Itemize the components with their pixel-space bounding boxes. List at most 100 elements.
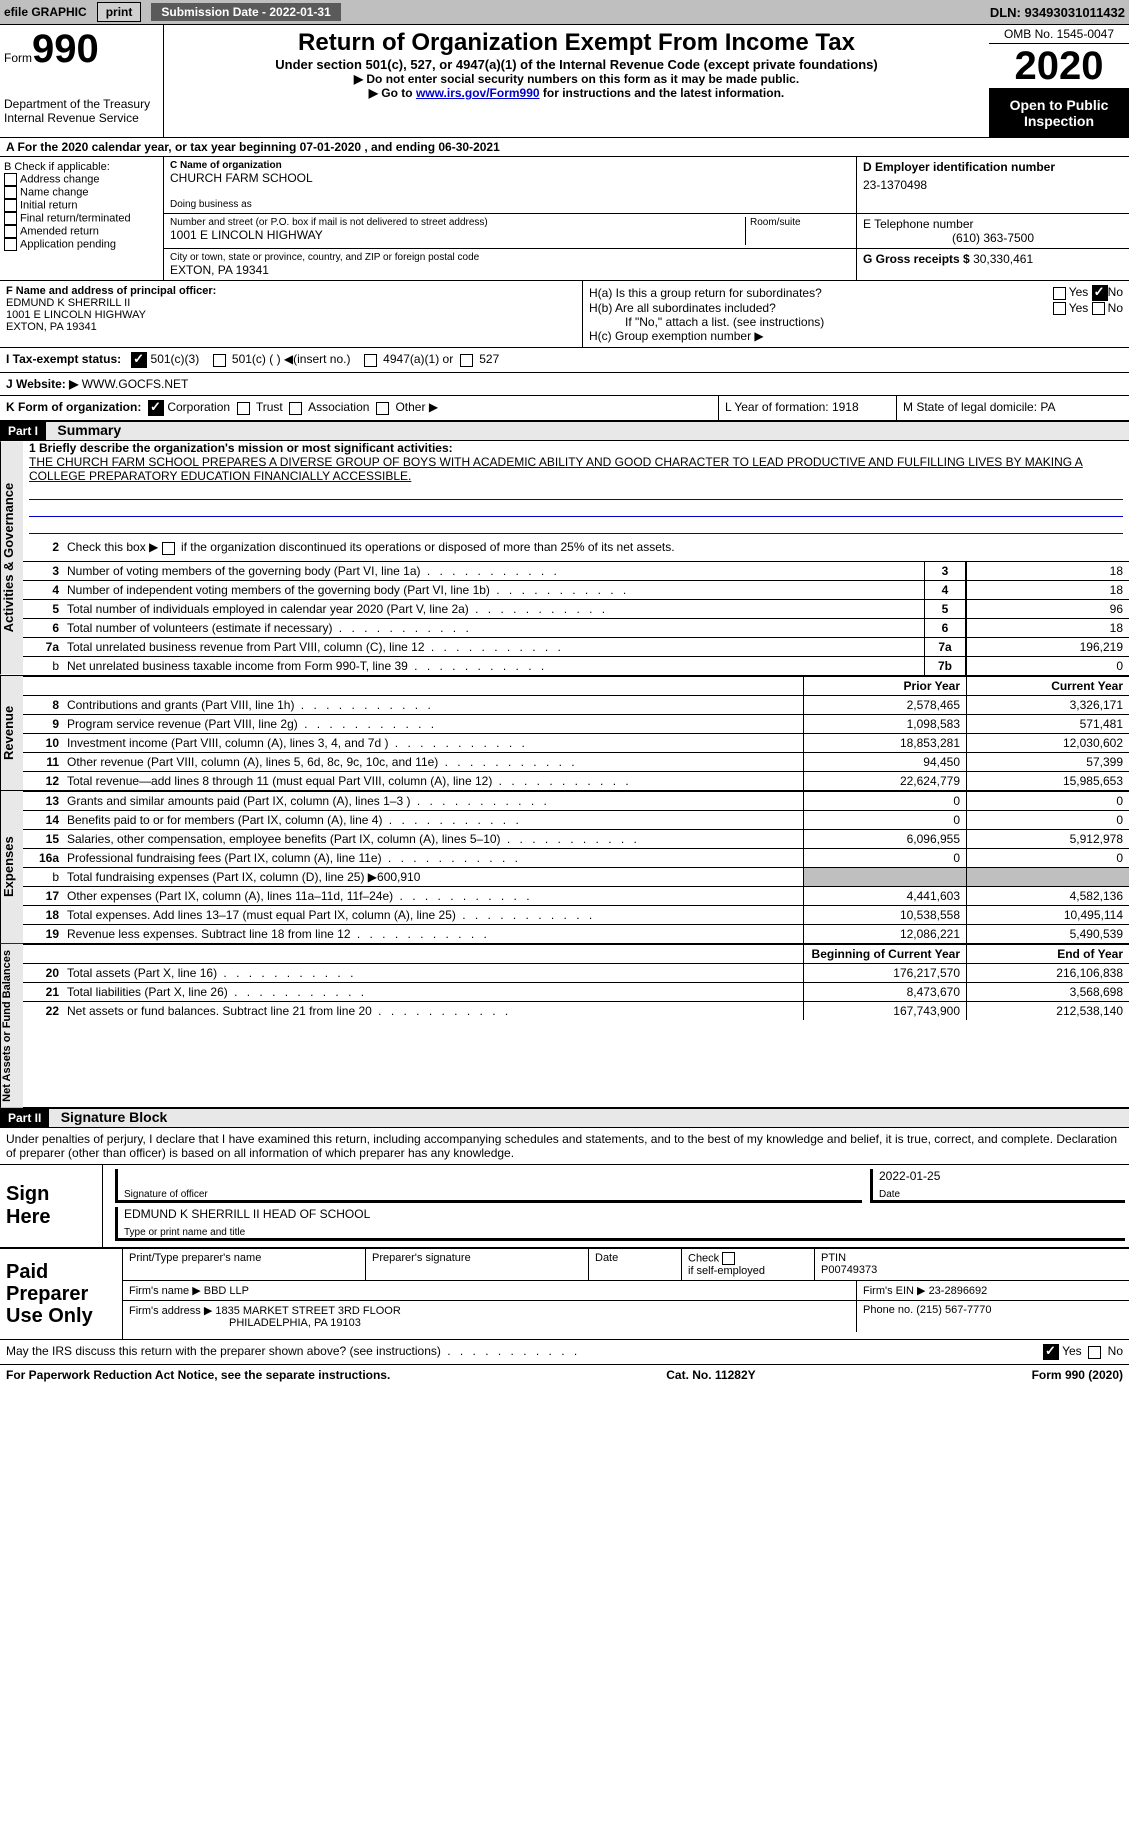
corp-checked-icon	[148, 400, 164, 416]
status-c3[interactable]: 501(c)(3)	[151, 353, 200, 367]
section-fh: F Name and address of principal officer:…	[0, 281, 1129, 348]
year-formation: L Year of formation: 1918	[719, 396, 897, 420]
check-b: B Check if applicable: Address change Na…	[0, 157, 164, 280]
status-c[interactable]: 501(c) ( ) ◀(insert no.)	[232, 353, 351, 367]
room-label: Room/suite	[750, 217, 850, 228]
status-4947[interactable]: 4947(a)(1) or	[383, 353, 453, 367]
mission-text: THE CHURCH FARM SCHOOL PREPARES A DIVERS…	[23, 455, 1129, 483]
city-label: City or town, state or province, country…	[170, 252, 850, 263]
prep-sig-h: Preparer's signature	[366, 1249, 589, 1280]
current-year-header: Current Year	[966, 677, 1129, 695]
dln-number: DLN: 93493031011432	[990, 5, 1125, 20]
part1-header: Part I	[0, 422, 46, 440]
self-emp-check: Check	[688, 1253, 719, 1265]
department: Department of the Treasury Internal Reve…	[4, 97, 159, 125]
status-527[interactable]: 527	[479, 353, 499, 367]
firm-addr1: 1835 MARKET STREET 3RD FLOOR	[215, 1305, 400, 1317]
phone-label: Phone no.	[863, 1304, 913, 1316]
cb-address[interactable]: Address change	[4, 173, 159, 186]
ptin-value: P00749373	[821, 1264, 1123, 1276]
form-footer: Form 990 (2020)	[1032, 1368, 1123, 1382]
side-gov: Activities & Governance	[0, 441, 23, 674]
line-item: bTotal fundraising expenses (Part IX, co…	[23, 867, 1129, 886]
form-number: 990	[32, 27, 99, 71]
discuss-yes[interactable]: Yes	[1062, 1345, 1082, 1359]
ha-no[interactable]: No	[1108, 285, 1123, 299]
firm-ein-label: Firm's EIN ▶	[863, 1285, 926, 1297]
officer-name: EDMUND K SHERRILL II	[6, 297, 576, 309]
paid-label: Paid Preparer Use Only	[0, 1249, 123, 1339]
ha-yes[interactable]: Yes	[1069, 285, 1089, 299]
fo-corp[interactable]: Corporation	[167, 401, 230, 415]
discuss-no[interactable]: No	[1108, 1345, 1123, 1359]
h-c-label: H(c) Group exemption number ▶	[589, 329, 1123, 343]
cb-initial[interactable]: Initial return	[4, 199, 159, 212]
print-button[interactable]: print	[97, 2, 142, 22]
cb-pending[interactable]: Application pending	[4, 238, 159, 251]
addr-label: Number and street (or P.O. box if mail i…	[170, 217, 745, 228]
efile-label: efile GRAPHIC	[4, 5, 87, 19]
cb-final[interactable]: Final return/terminated	[4, 212, 159, 225]
ruled-1	[29, 483, 1123, 500]
cb-amended[interactable]: Amended return	[4, 225, 159, 238]
col-cde: C Name of organization CHURCH FARM SCHOO…	[164, 157, 1129, 280]
public-inspection: Open to Public Inspection	[989, 89, 1129, 137]
pra-notice: For Paperwork Reduction Act Notice, see …	[6, 1368, 390, 1382]
gross-value: 30,330,461	[973, 252, 1033, 266]
side-exp: Expenses	[0, 791, 23, 943]
state-domicile: M State of legal domicile: PA	[897, 396, 1129, 420]
netassets-table: Net Assets or Fund Balances Beginning of…	[0, 944, 1129, 1109]
ha-no-checked-icon	[1092, 285, 1108, 301]
governance-table: Activities & Governance 1 Briefly descri…	[0, 441, 1129, 675]
fo-trust[interactable]: Trust	[256, 401, 283, 415]
dba-label: Doing business as	[170, 199, 850, 210]
line-a: A For the 2020 calendar year, or tax yea…	[0, 138, 1129, 157]
line-item: 18Total expenses. Add lines 13–17 (must …	[23, 905, 1129, 924]
penalty-text: Under penalties of perjury, I declare th…	[0, 1128, 1129, 1165]
fo-assoc[interactable]: Association	[308, 401, 369, 415]
hb-note: If "No," attach a list. (see instruction…	[589, 315, 1123, 329]
section-bcde: B Check if applicable: Address change Na…	[0, 157, 1129, 281]
goto-prefix: ▶ Go to	[369, 86, 416, 100]
line-item: 11Other revenue (Part VIII, column (A), …	[23, 752, 1129, 771]
gov-line: 7aTotal unrelated business revenue from …	[23, 637, 1129, 656]
top-bar: efile GRAPHIC print Submission Date - 20…	[0, 0, 1129, 25]
footer: For Paperwork Reduction Act Notice, see …	[0, 1365, 1129, 1385]
form-org-label: K Form of organization:	[6, 401, 141, 415]
website-label: J Website: ▶	[6, 377, 82, 391]
tax-status-row: I Tax-exempt status: 501(c)(3) 501(c) ( …	[0, 348, 1129, 373]
submission-date: Submission Date - 2022-01-31	[151, 3, 340, 21]
form-header: Form990 Department of the Treasury Inter…	[0, 25, 1129, 138]
cb-name[interactable]: Name change	[4, 186, 159, 199]
addr-value: 1001 E LINCOLN HIGHWAY	[170, 228, 745, 242]
side-net: Net Assets or Fund Balances	[0, 944, 23, 1108]
line-item: 17Other expenses (Part IX, column (A), l…	[23, 886, 1129, 905]
hb-yes[interactable]: Yes	[1069, 301, 1089, 315]
sig-date-cap: Date	[879, 1189, 900, 1200]
line-item: 8Contributions and grants (Part VIII, li…	[23, 695, 1129, 714]
ruled-3	[29, 517, 1123, 534]
goto-link[interactable]: www.irs.gov/Form990	[416, 86, 540, 100]
firm-name: BBD LLP	[204, 1285, 249, 1297]
line-item: 13Grants and similar amounts paid (Part …	[23, 791, 1129, 810]
gov-line: 5Total number of individuals employed in…	[23, 599, 1129, 618]
self-emp-label: if self-employed	[688, 1265, 765, 1277]
hb-no[interactable]: No	[1108, 301, 1123, 315]
sig-date: 2022-01-25	[879, 1169, 1125, 1183]
firm-addr2: PHILADELPHIA, PA 19103	[129, 1317, 361, 1329]
h-a-label: H(a) Is this a group return for subordin…	[589, 286, 822, 300]
header-mid: Return of Organization Exempt From Incom…	[164, 25, 989, 137]
cat-no: Cat. No. 11282Y	[666, 1368, 755, 1382]
line-item: 12Total revenue—add lines 8 through 11 (…	[23, 771, 1129, 790]
expenses-table: Expenses 13Grants and similar amounts pa…	[0, 791, 1129, 944]
discuss-text: May the IRS discuss this return with the…	[6, 1344, 441, 1358]
beg-year-header: Beginning of Current Year	[803, 945, 966, 963]
line-item: 20Total assets (Part X, line 16)176,217,…	[23, 963, 1129, 982]
line-item: 10Investment income (Part VIII, column (…	[23, 733, 1129, 752]
fo-other[interactable]: Other ▶	[395, 401, 438, 415]
check-b-label: B Check if applicable:	[4, 161, 159, 173]
city-value: EXTON, PA 19341	[170, 263, 850, 277]
revenue-table: Revenue Prior Year Current Year 8Contrib…	[0, 676, 1129, 791]
ein-label: D Employer identification number	[863, 160, 1055, 174]
gross-label: G Gross receipts $	[863, 252, 973, 266]
